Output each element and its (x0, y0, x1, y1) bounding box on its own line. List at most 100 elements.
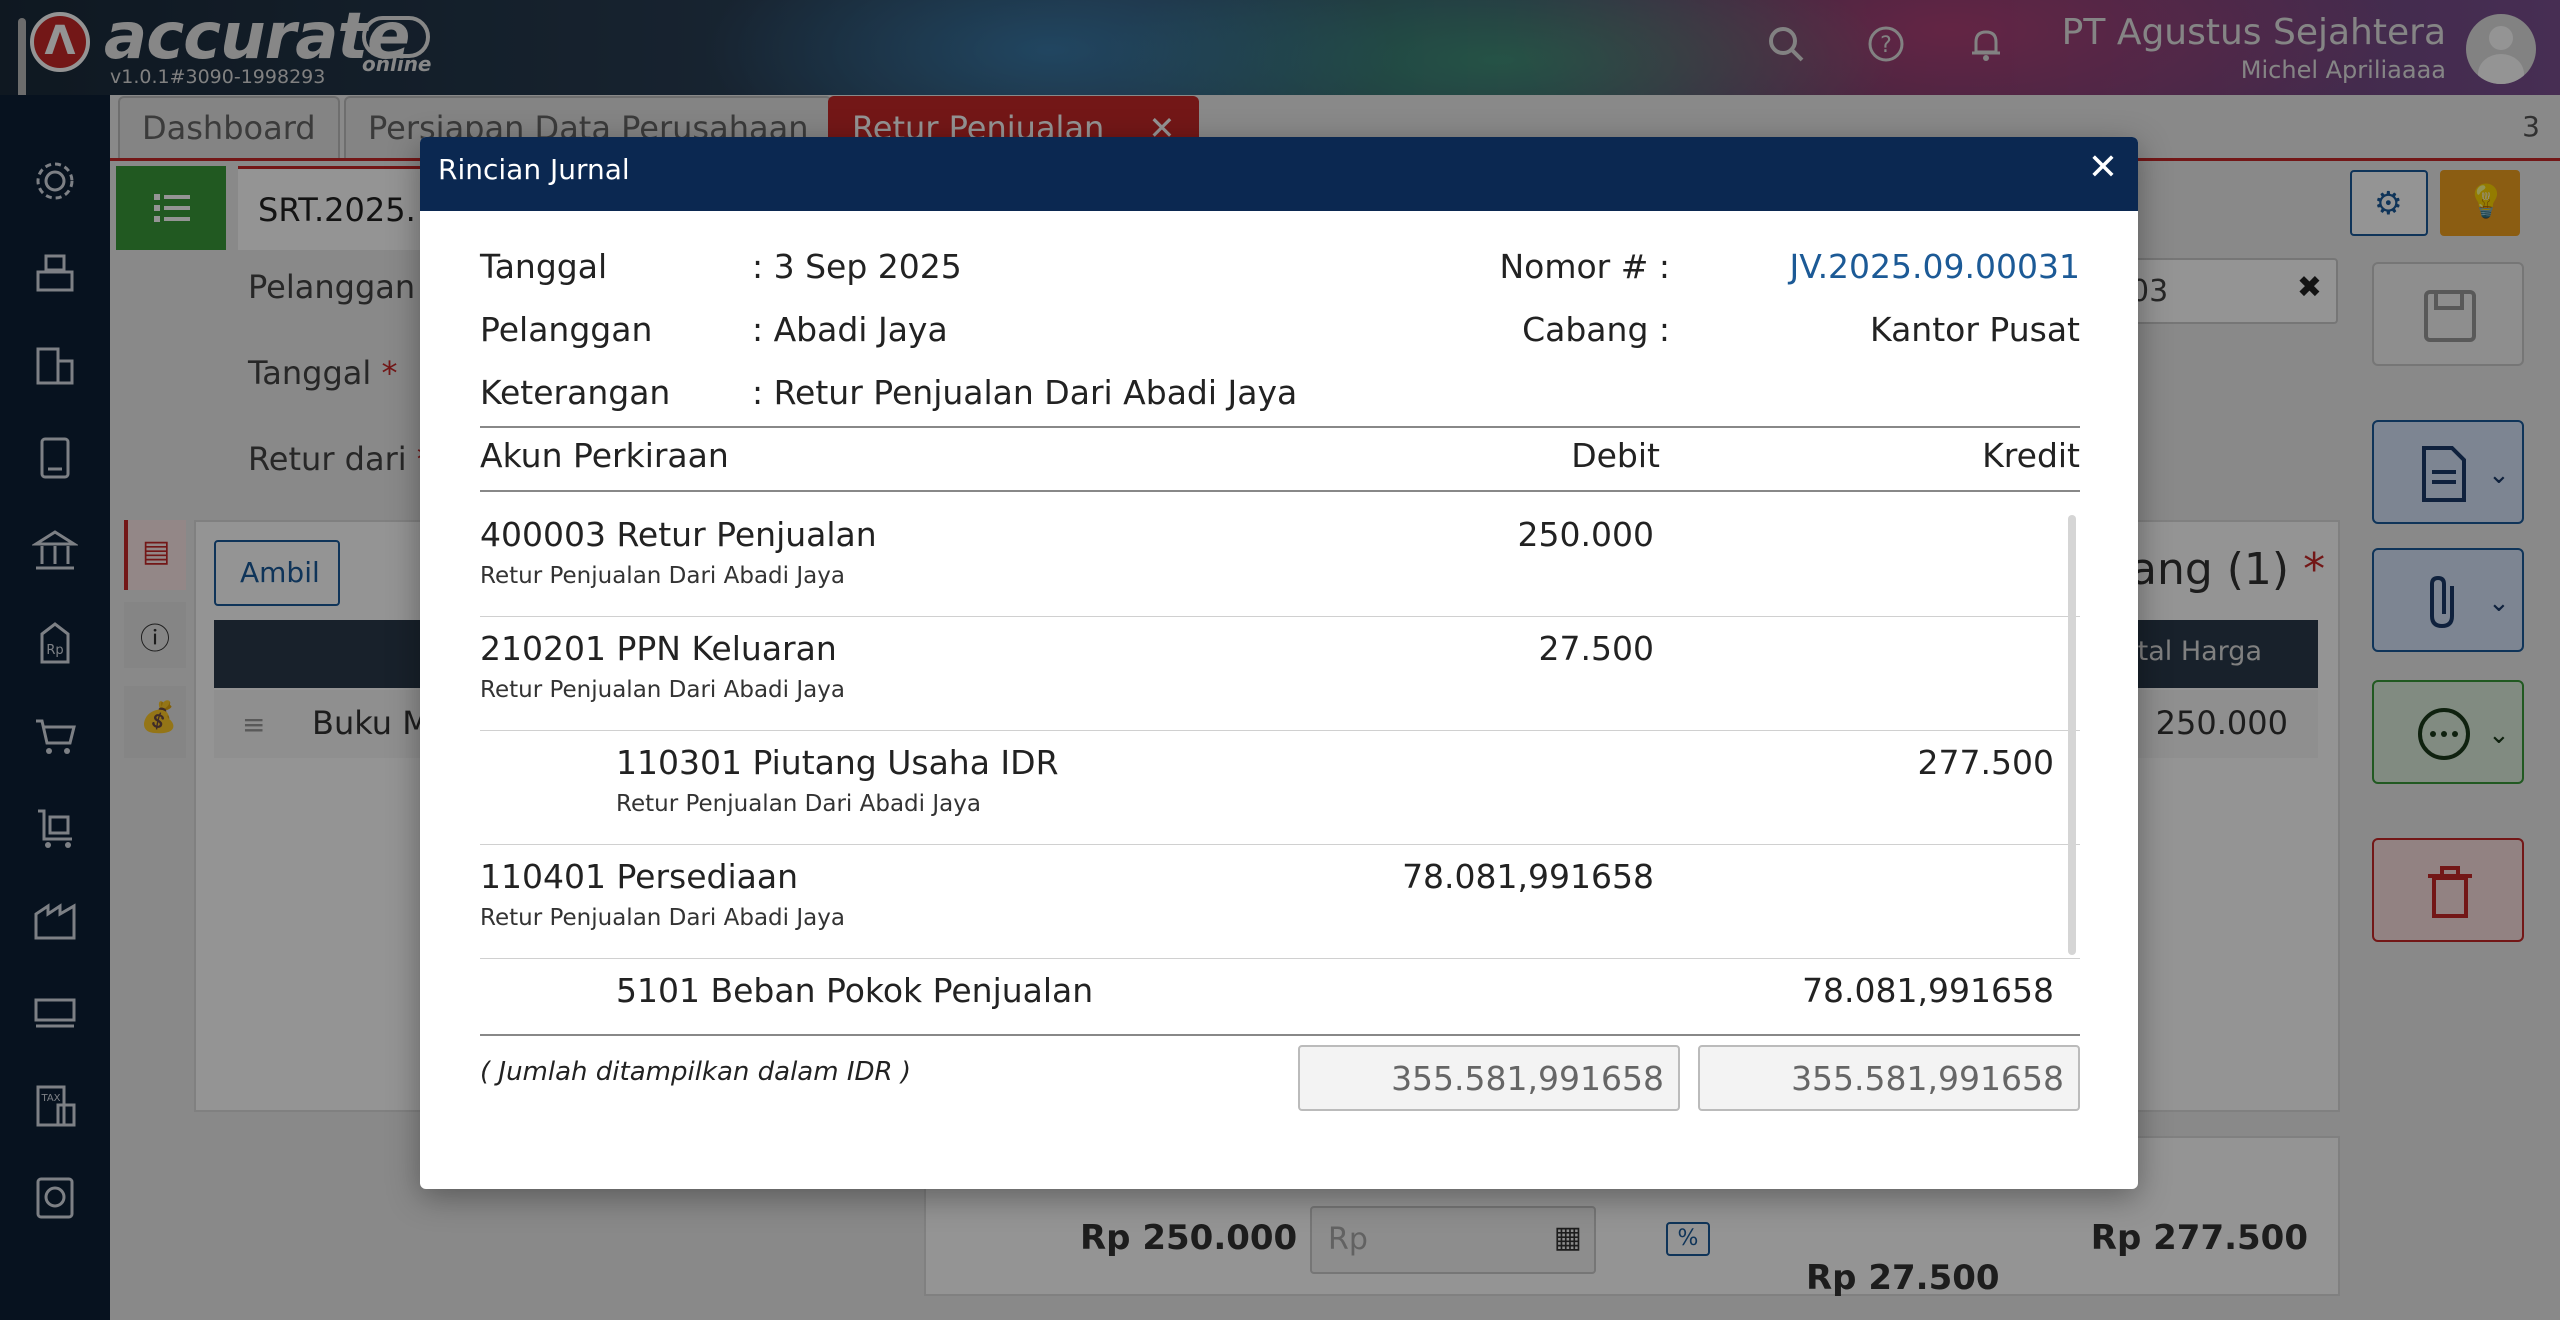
item-name: Buku M (312, 704, 430, 742)
tab-count[interactable]: 3 (2522, 110, 2540, 143)
more-actions-button[interactable]: ⌄ (2372, 680, 2524, 784)
summary-tax: Rp 27.500 (1806, 1258, 2000, 1298)
document-icon: ▤ (142, 534, 171, 569)
col-debit-header: Debit (1571, 436, 1660, 475)
currency-footnote: ( Jumlah ditampilkan dalam IDR ) (480, 1057, 911, 1087)
tax-icon[interactable]: TAX (28, 1083, 82, 1137)
discount-prefix: Rp (1328, 1222, 1368, 1257)
credit-value: 78.081,991658 (1802, 971, 2054, 1010)
keterangan-label: Keterangan (480, 373, 671, 412)
percent-toggle[interactable]: % (1666, 1222, 1710, 1256)
building-icon[interactable] (28, 343, 82, 397)
tanggal-label: Tanggal * (248, 354, 398, 392)
nomor-label: Nomor # : (1499, 247, 1670, 286)
accurate-logo-icon: Λ (30, 12, 90, 72)
tanggal-value: : 3 Sep 2025 (752, 247, 962, 286)
delete-button[interactable] (2372, 838, 2524, 942)
table-top-divider (480, 426, 2080, 428)
cart-icon[interactable] (28, 713, 82, 767)
calculator-icon[interactable]: ▦ (1553, 1220, 1582, 1255)
summary-total: Rp 277.500 (2090, 1218, 2308, 1258)
document-menu-button[interactable]: ⌄ (2372, 420, 2524, 524)
cabang-label: Cabang : (1522, 310, 1670, 349)
company-name[interactable]: PT Agustus Sejahtera (2061, 12, 2446, 53)
help-icon[interactable]: ? (1864, 24, 1908, 68)
list-view-button[interactable] (116, 166, 226, 250)
search-icon[interactable] (1764, 24, 1808, 68)
account-name: 110301 Piutang Usaha IDR (616, 743, 1059, 782)
warehouse-icon[interactable] (28, 898, 82, 952)
document-tab[interactable]: SRT.2025. (238, 166, 438, 250)
gear-icon: ⚙ (2374, 184, 2403, 222)
item-total: 250.000 (2155, 704, 2288, 742)
nomor-link[interactable]: JV.2025.09.00031 (1789, 247, 2080, 286)
report-icon[interactable] (28, 1175, 82, 1229)
bell-icon[interactable] (1964, 24, 2008, 68)
account-name: 5101 Beban Pokok Penjualan (616, 971, 1094, 1010)
trolley-icon[interactable] (28, 805, 82, 859)
save-button[interactable] (2372, 262, 2524, 366)
total-credit-field: 355.581,991658 (1698, 1045, 2080, 1111)
journal-row: 110401 Persediaan Retur Penjualan Dari A… (480, 845, 2080, 959)
journal-detail-modal: Rincian Jurnal ✕ Tanggal : 3 Sep 2025 Pe… (420, 137, 2138, 1189)
info-icon: ⓘ (140, 622, 170, 657)
journal-row: 5101 Beban Pokok Penjualan 78.081,991658 (480, 959, 2080, 1019)
list-icon (154, 194, 190, 222)
svg-text:TAX: TAX (40, 1093, 60, 1104)
ambil-label: Ambil (240, 556, 320, 589)
trash-icon (2428, 866, 2472, 918)
tips-button[interactable]: 💡 (2440, 170, 2520, 236)
journal-scrollbar[interactable] (2068, 515, 2076, 955)
modal-header: Rincian Jurnal ✕ (420, 137, 2138, 211)
row-note: Retur Penjualan Dari Abadi Jaya (480, 677, 845, 703)
app-logo-sub: online (362, 52, 432, 76)
avatar[interactable] (2466, 14, 2536, 84)
row-note: Retur Penjualan Dari Abadi Jaya (480, 905, 845, 931)
journal-row: 110301 Piutang Usaha IDR Retur Penjualan… (480, 731, 2080, 845)
chevron-down-icon: ⌄ (2488, 460, 2510, 490)
modal-title: Rincian Jurnal (438, 153, 630, 186)
svg-text:?: ? (1880, 33, 1892, 58)
detail-tab[interactable]: ▤ (124, 520, 186, 590)
tab-dashboard[interactable]: Dashboard (118, 96, 340, 160)
user-name[interactable]: Michel Apriliaaaa (2240, 56, 2446, 84)
ledger-icon[interactable] (28, 435, 82, 489)
bank-icon[interactable] (28, 528, 82, 582)
close-icon[interactable]: ✕ (2087, 147, 2118, 188)
account-name: 400003 Retur Penjualan (480, 515, 877, 554)
factory-icon[interactable] (28, 990, 82, 1044)
gear-icon[interactable] (28, 158, 82, 212)
lightbulb-icon: 💡 (2466, 182, 2506, 220)
cost-tab[interactable]: 💰 (124, 686, 186, 758)
scroll-indicator (18, 18, 26, 95)
debit-value: 78.081,991658 (1402, 857, 1654, 896)
credit-value: 277.500 (1917, 743, 2054, 782)
price-tag-icon[interactable]: Rp (28, 620, 82, 674)
ambil-button[interactable]: Ambil (214, 540, 340, 606)
account-name: 110401 Persediaan (480, 857, 799, 896)
faktur-field[interactable]: 03 ✖ (2100, 258, 2338, 324)
col-account-header: Akun Perkiraan (480, 436, 729, 475)
drag-handle-icon[interactable]: ≡ (242, 708, 266, 741)
debit-value: 250.000 (1517, 515, 1654, 554)
money-bag-icon: 💰 (140, 700, 178, 735)
pelanggan-label: Pelanggan (480, 310, 653, 349)
save-icon (2424, 290, 2476, 342)
attachment-button[interactable]: ⌄ (2372, 548, 2524, 652)
more-icon (2418, 708, 2470, 760)
table-header-divider (480, 490, 2080, 492)
summary-subtotal: Rp 250.000 (1080, 1218, 1298, 1258)
settings-button[interactable]: ⚙ (2350, 170, 2428, 236)
paperclip-icon (2430, 575, 2454, 629)
tanggal-label: Tanggal (480, 247, 608, 286)
clear-icon[interactable]: ✖ (2296, 270, 2322, 305)
cabang-value: Kantor Pusat (1870, 310, 2080, 349)
total-harga-header: otal Harga (2121, 636, 2262, 667)
info-tab[interactable]: ⓘ (124, 602, 186, 668)
sidebar: Rp TAX (0, 95, 110, 1320)
debit-value: 27.500 (1538, 629, 1654, 668)
app-logo-text: accurate (104, 0, 410, 74)
svg-text:Rp: Rp (46, 643, 63, 658)
cash-register-icon[interactable] (28, 250, 82, 304)
discount-field[interactable]: Rp ▦ (1310, 1206, 1596, 1274)
